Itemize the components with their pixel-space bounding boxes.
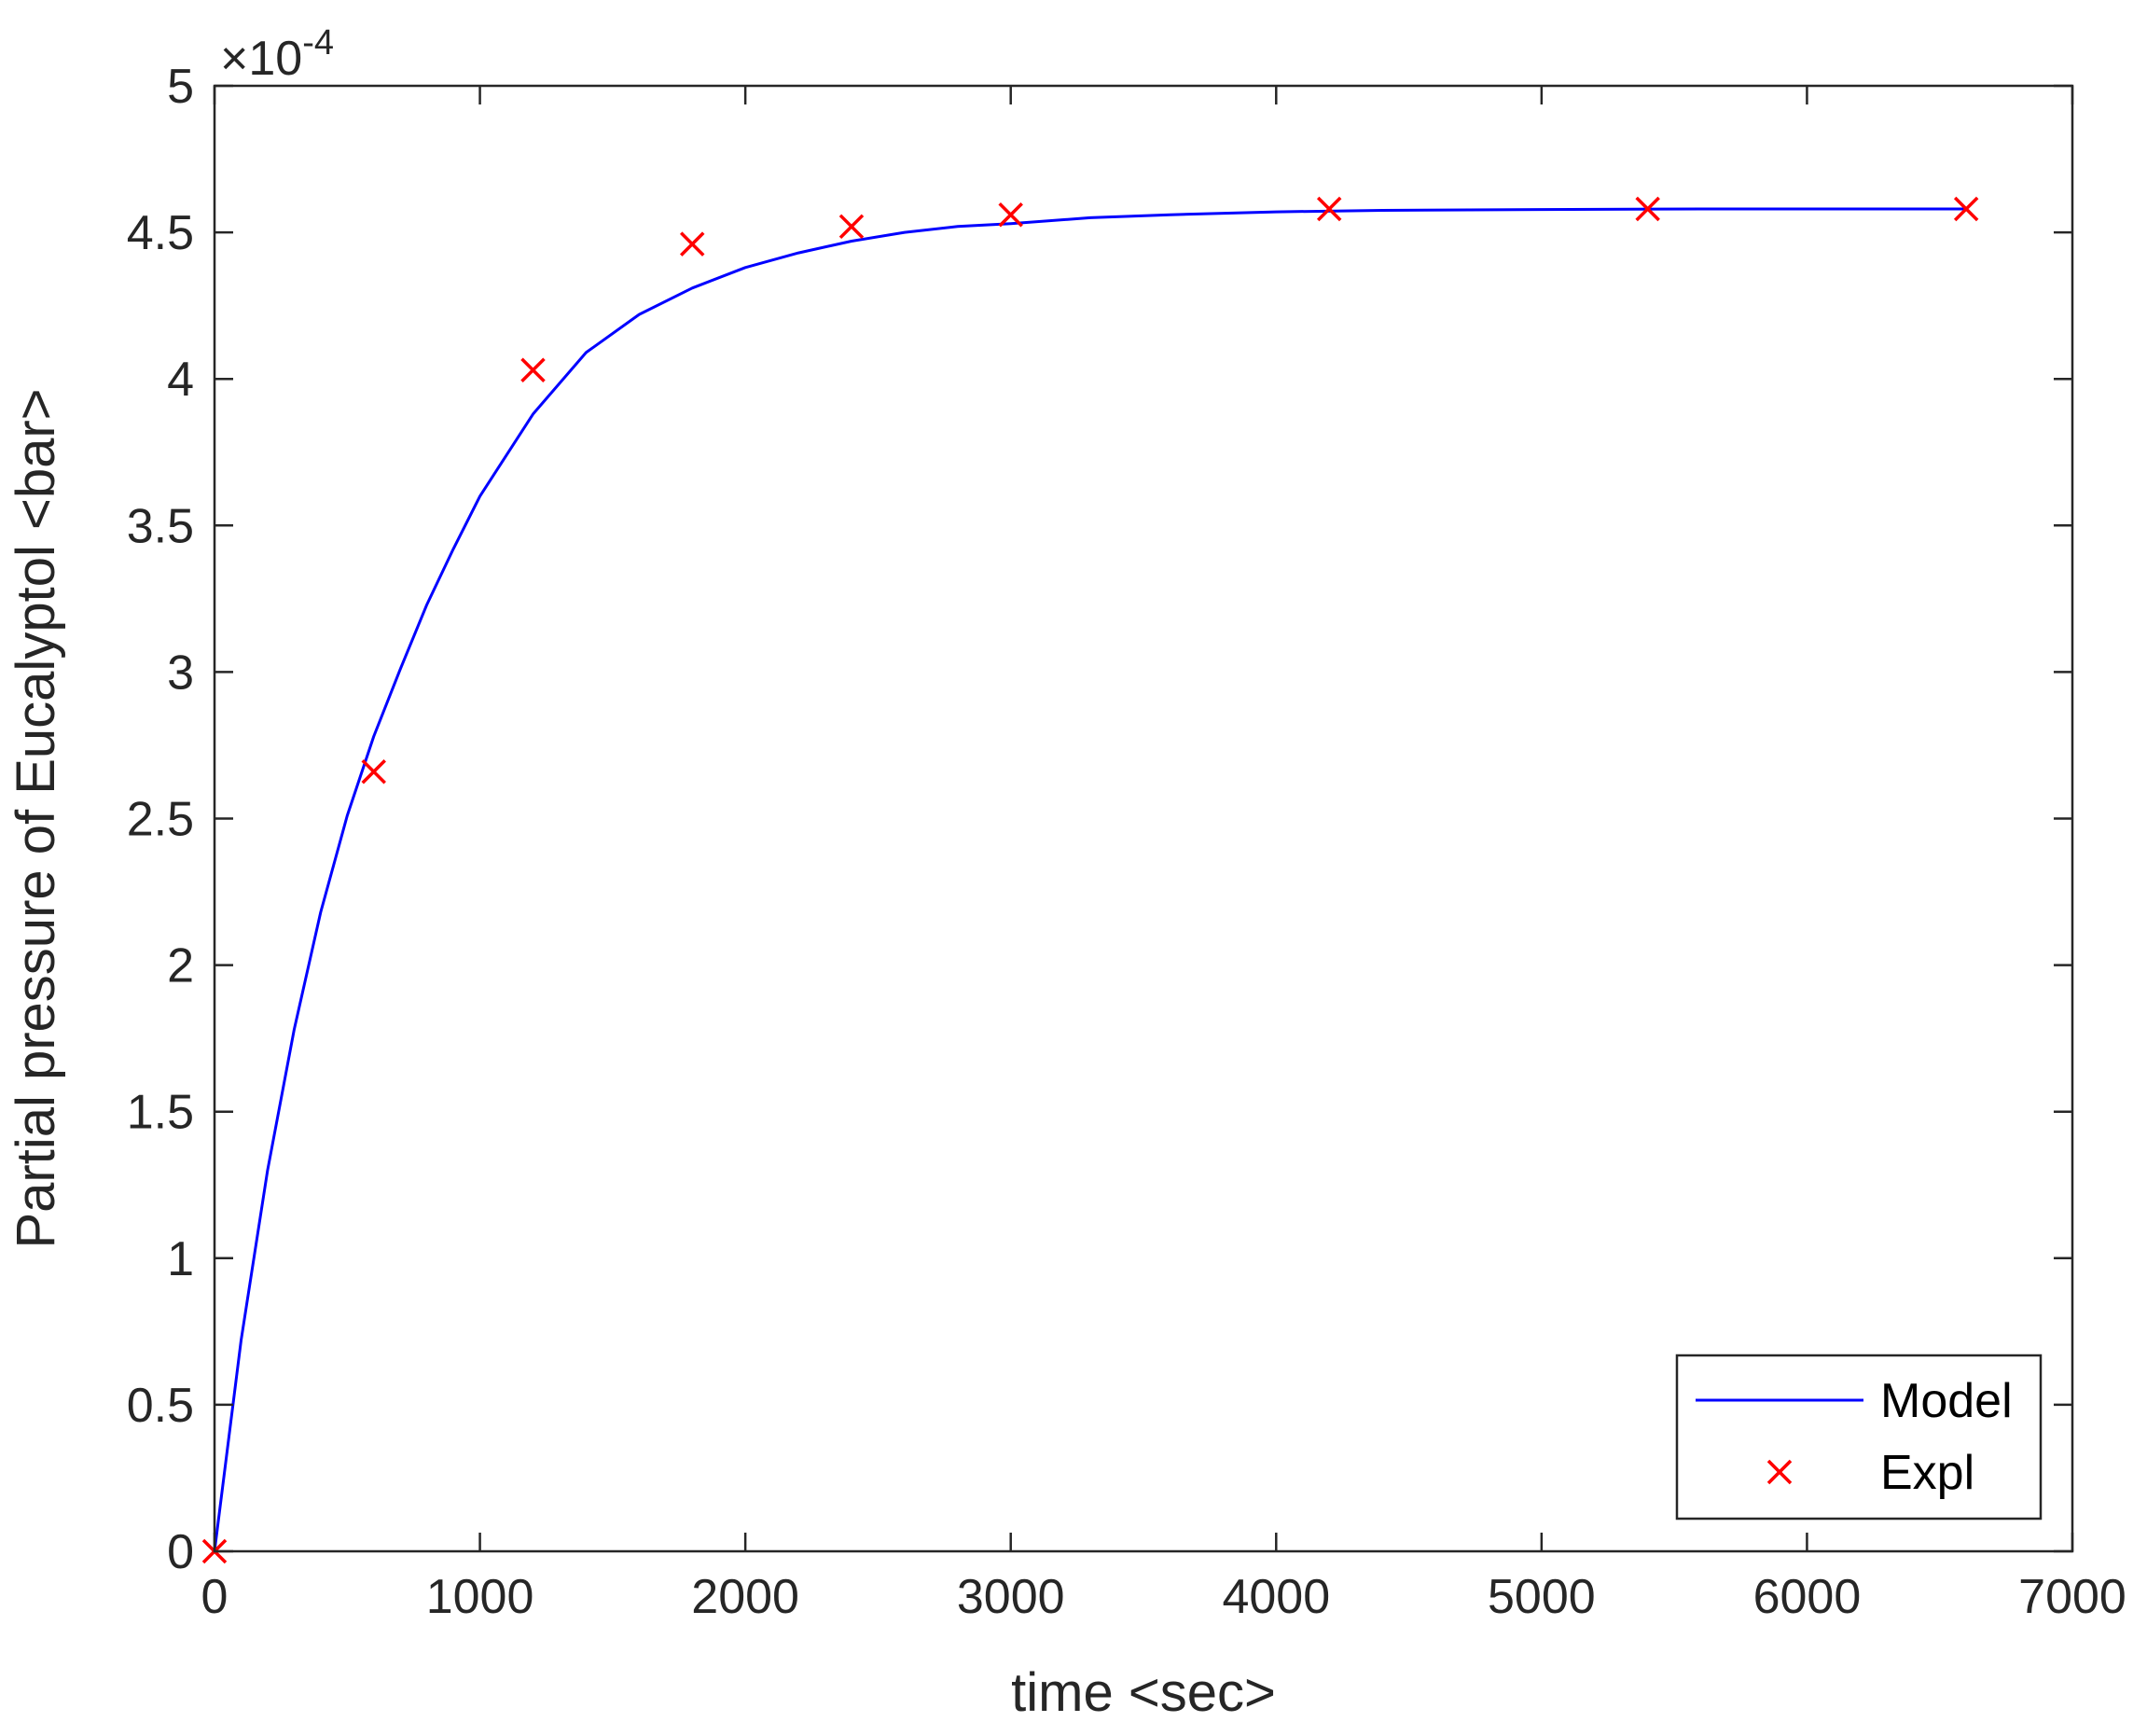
x-tick-label: 2000 xyxy=(691,1570,799,1624)
y-tick-label: 2.5 xyxy=(127,793,194,847)
y-tick-label: 3.5 xyxy=(127,499,194,553)
x-tick-label: 5000 xyxy=(1488,1570,1596,1624)
y-tick-label: 3 xyxy=(167,646,194,700)
y-tick-label: 4 xyxy=(167,353,194,407)
y-axis-multiplier-exponent: -4 xyxy=(302,23,334,62)
y-axis: 0 0.5 1 1.5 2 2.5 3 3.5 4 4.5 5 xyxy=(127,60,2072,1579)
y-tick-label: 2 xyxy=(167,939,194,993)
x-tick-label: 7000 xyxy=(2018,1570,2126,1624)
y-axis-multiplier-base: ×10 xyxy=(220,32,302,86)
y-axis-multiplier: ×10-4 xyxy=(220,23,334,86)
y-tick-label: 1.5 xyxy=(127,1086,194,1140)
expl-point xyxy=(998,202,1023,228)
expl-point xyxy=(361,758,386,785)
x-tick-label: 1000 xyxy=(426,1570,534,1624)
model-series xyxy=(213,207,1967,1552)
y-tick-label: 5 xyxy=(167,60,194,114)
expl-point xyxy=(838,214,865,240)
x-tick-label: 6000 xyxy=(1753,1570,1862,1624)
expl-point xyxy=(1635,196,1660,222)
y-tick-label: 1 xyxy=(167,1232,194,1286)
x-tick-label: 3000 xyxy=(957,1570,1065,1624)
x-tick-label: 0 xyxy=(201,1570,229,1624)
y-tick-label: 0.5 xyxy=(127,1379,194,1433)
expl-point xyxy=(679,231,705,257)
expl-point xyxy=(520,357,546,383)
y-axis-label: Partial pressure of Eucalyptol <bar> xyxy=(6,388,66,1248)
plot-area xyxy=(215,86,2072,1551)
model-line xyxy=(213,207,1967,1552)
expl-point xyxy=(1316,196,1342,222)
y-tick-label: 0 xyxy=(167,1525,194,1579)
legend-model-label: Model xyxy=(1880,1374,2013,1428)
legend-expl-label: Expl xyxy=(1880,1446,1974,1500)
y-tick-label: 4.5 xyxy=(127,206,194,260)
legend: Model Expl xyxy=(1675,1354,2043,1521)
legend-expl-swatch xyxy=(1766,1459,1793,1485)
expl-series xyxy=(201,196,1979,1564)
x-axis-label: time <sec> xyxy=(1011,1662,1276,1723)
x-axis: 0 1000 2000 3000 4000 5000 6000 7000 xyxy=(201,86,2126,1624)
legend-box xyxy=(1675,1354,2043,1521)
expl-point xyxy=(1953,196,1979,222)
x-tick-label: 4000 xyxy=(1222,1570,1330,1624)
